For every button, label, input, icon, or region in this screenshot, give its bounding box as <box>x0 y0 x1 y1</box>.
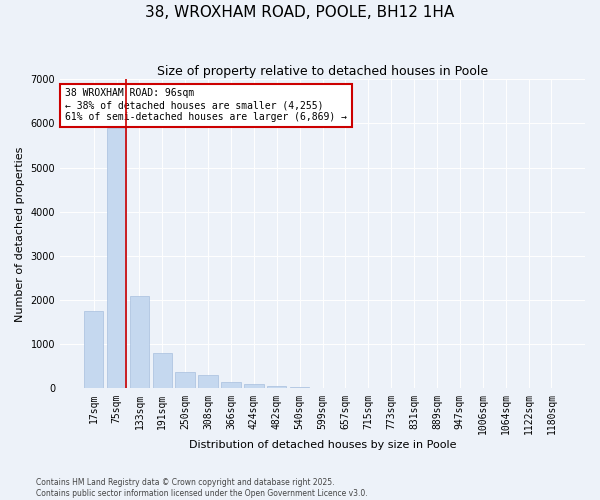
Bar <box>267 386 286 388</box>
Bar <box>199 375 218 388</box>
X-axis label: Distribution of detached houses by size in Poole: Distribution of detached houses by size … <box>189 440 456 450</box>
Text: 38 WROXHAM ROAD: 96sqm
← 38% of detached houses are smaller (4,255)
61% of semi-: 38 WROXHAM ROAD: 96sqm ← 38% of detached… <box>65 88 347 122</box>
Bar <box>107 128 126 388</box>
Bar <box>221 382 241 388</box>
Text: Contains HM Land Registry data © Crown copyright and database right 2025.
Contai: Contains HM Land Registry data © Crown c… <box>36 478 368 498</box>
Title: Size of property relative to detached houses in Poole: Size of property relative to detached ho… <box>157 65 488 78</box>
Bar <box>130 296 149 388</box>
Bar <box>244 384 263 388</box>
Y-axis label: Number of detached properties: Number of detached properties <box>15 146 25 322</box>
Bar <box>175 372 195 388</box>
Text: 38, WROXHAM ROAD, POOLE, BH12 1HA: 38, WROXHAM ROAD, POOLE, BH12 1HA <box>145 5 455 20</box>
Bar <box>152 353 172 388</box>
Bar <box>290 387 310 388</box>
Bar <box>84 311 103 388</box>
